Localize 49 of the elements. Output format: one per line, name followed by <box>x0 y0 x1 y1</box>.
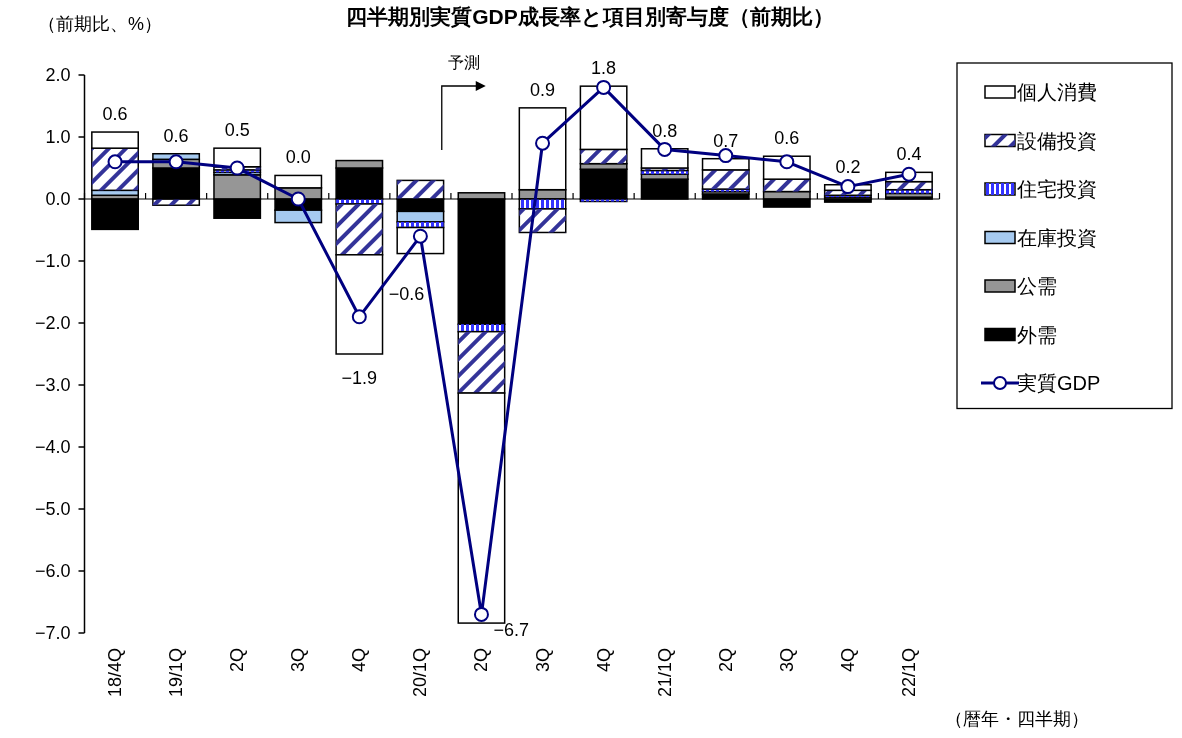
x-tick-label: 19/1Q <box>166 648 187 698</box>
legend-label: 在庫投資 <box>1017 226 1097 249</box>
x-tick-label: 20/1Q <box>410 648 431 698</box>
y-axis-title: （前期比、%） <box>38 14 163 34</box>
x-tick-label: 4Q <box>349 648 370 673</box>
x-tick-label: 18/4Q <box>105 648 126 698</box>
legend-label: 個人消費 <box>1017 81 1097 103</box>
x-axis-title: （暦年・四半期） <box>945 709 1089 729</box>
y-tick-label: −6.0 <box>34 561 71 581</box>
data-label: −1.9 <box>341 368 378 388</box>
data-label: 0.6 <box>163 125 189 146</box>
data-label: 1.8 <box>591 58 617 79</box>
y-tick-label: −5.0 <box>34 499 71 519</box>
legend-label: 実質GDP <box>1017 372 1101 394</box>
x-tick-label: 2Q <box>471 648 492 673</box>
data-label: 0.7 <box>713 130 739 151</box>
data-label: 0.4 <box>896 144 922 165</box>
y-tick-label: −7.0 <box>34 623 71 643</box>
y-tick-label: −4.0 <box>34 437 71 457</box>
data-label: 0.5 <box>224 120 250 141</box>
data-label: −0.6 <box>388 283 425 304</box>
chart-title: 四半期別実質GDP成長率と項目別寄与度（前期比） <box>346 5 834 29</box>
x-tick-label: 3Q <box>532 648 553 673</box>
y-tick-label: −3.0 <box>34 375 71 395</box>
x-tick-label: 21/1Q <box>654 648 675 698</box>
x-tick-label: 3Q <box>776 648 797 673</box>
y-tick-label: 1.0 <box>45 127 71 147</box>
x-tick-label: 22/1Q <box>898 648 919 698</box>
data-label: 0.8 <box>652 120 678 141</box>
legend-label: 外需 <box>1017 323 1057 346</box>
data-label: 0.6 <box>102 104 128 125</box>
y-tick-label: −1.0 <box>34 251 71 271</box>
y-tick-label: 2.0 <box>45 65 71 85</box>
x-tick-label: 4Q <box>837 648 858 673</box>
legend-label: 住宅投資 <box>1016 178 1097 200</box>
text: 予測 <box>447 54 480 71</box>
y-tick-label: −2.0 <box>34 313 71 333</box>
legend-label: 公需 <box>1017 275 1057 297</box>
data-label: 0.6 <box>774 128 800 149</box>
data-label: 0.9 <box>530 79 556 100</box>
x-tick-label: 2Q <box>715 648 736 673</box>
x-tick-label: 2Q <box>227 648 248 673</box>
data-label: 0.2 <box>835 156 861 177</box>
data-label: 0.0 <box>285 147 311 168</box>
x-tick-label: 3Q <box>288 648 309 673</box>
y-tick-label: 0.0 <box>45 189 71 209</box>
legend-label: 設備投資 <box>1017 129 1097 152</box>
data-label: −6.7 <box>493 620 530 641</box>
x-tick-label: 4Q <box>593 648 614 673</box>
